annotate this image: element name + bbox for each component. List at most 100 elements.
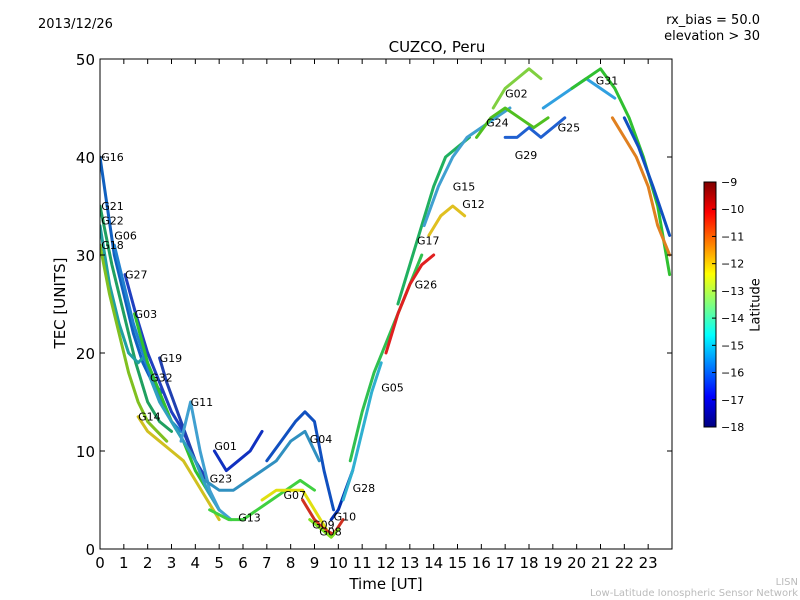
- series-line-g12: [427, 204, 467, 237]
- x-tick-label: 3: [167, 554, 177, 572]
- series-line-g08: [308, 518, 340, 539]
- series-label-g07: G07: [284, 489, 307, 502]
- x-tick-label: 4: [191, 554, 201, 572]
- x-tick-label: 6: [238, 554, 248, 572]
- x-tick-label: 17: [496, 554, 515, 572]
- series-label-g19: G19: [160, 352, 183, 365]
- series-line-g14: [136, 415, 221, 522]
- series-label-g22: G22: [101, 215, 124, 228]
- series-line-g32: [148, 376, 221, 512]
- y-tick-label: 30: [76, 247, 95, 265]
- x-tick-label: 0: [95, 554, 105, 572]
- series-label-g14: G14: [138, 411, 161, 424]
- chart-date: 2013/12/26: [38, 17, 113, 32]
- credit-long: Low-Latitude Ionospheric Sensor Network: [590, 588, 798, 599]
- series-label-g25: G25: [558, 122, 581, 135]
- series-line-g26: [384, 253, 436, 355]
- series-label-g15: G15: [453, 180, 476, 193]
- series-line-g01: [212, 429, 264, 473]
- series-label-g01: G01: [214, 440, 237, 453]
- series-label-g17: G17: [417, 234, 440, 247]
- colorbar-tick-label: −10: [721, 203, 744, 216]
- x-tick-label: 22: [615, 554, 634, 572]
- y-tick-label: 20: [76, 345, 95, 363]
- series-line-g24: [475, 106, 550, 139]
- x-tick-label: 9: [310, 554, 320, 572]
- series-label-g29: G29: [515, 149, 538, 162]
- series-label-g27: G27: [125, 269, 148, 282]
- series-label-g12: G12: [462, 198, 485, 211]
- x-tick-label: 7: [262, 554, 272, 572]
- colorbar-tick-label: −15: [721, 339, 744, 352]
- series-label-g06: G06: [114, 229, 137, 242]
- series-line-g29: [503, 116, 567, 139]
- series-label-g08: G08: [319, 525, 342, 538]
- x-tick-label: 1: [119, 554, 129, 572]
- chart-title: CUZCO, Peru: [388, 38, 486, 56]
- series-line-g07: [260, 488, 328, 531]
- plot-area-frame: [99, 58, 673, 550]
- x-tick-label: 20: [567, 554, 586, 572]
- series-label-g13: G13: [238, 512, 261, 525]
- x-tick-label: 21: [591, 554, 610, 572]
- series-label-g21: G21: [101, 200, 124, 213]
- series-label-g02: G02: [505, 87, 528, 100]
- colorbar-tick-label: −16: [721, 367, 744, 380]
- series-line-g17: [396, 135, 471, 306]
- series-line-g13: [208, 478, 316, 522]
- series-line-unlabeled-31: [622, 116, 672, 237]
- series-label-g24: G24: [486, 117, 509, 130]
- series-line-unlabeled-30: [610, 116, 672, 257]
- series-label-g18: G18: [101, 239, 124, 252]
- series-line-g22: [100, 224, 150, 365]
- y-tick-label: 0: [85, 541, 95, 559]
- colorbar-tick-label: −11: [721, 230, 744, 243]
- series-line-g15: [422, 106, 512, 228]
- series-line-g11: [179, 400, 233, 522]
- series-label-g09: G09: [312, 519, 335, 532]
- series-line-g31: [570, 67, 672, 277]
- colorbar-tick-label: −17: [721, 394, 744, 407]
- x-tick-label: 10: [329, 554, 348, 572]
- series-line-g04: [265, 410, 336, 512]
- colorbar-tick-label: −18: [721, 421, 744, 434]
- series-line-g05: [348, 253, 424, 463]
- series-label-g11: G11: [191, 396, 214, 409]
- series-label-g32: G32: [150, 372, 173, 385]
- y-tick-label: 40: [76, 149, 95, 167]
- x-tick-label: 23: [639, 554, 658, 572]
- series-label-g23: G23: [210, 472, 233, 485]
- chart-parameters: rx_bias = 50.0 elevation > 30: [664, 13, 760, 45]
- colorbar: [703, 181, 717, 428]
- series-line-g28: [341, 361, 383, 502]
- series-label-g26: G26: [415, 278, 438, 291]
- x-tick-label: 12: [376, 554, 395, 572]
- elevation-label: elevation > 30: [664, 29, 760, 44]
- series-label-g04: G04: [310, 433, 333, 446]
- series-label-g16: G16: [101, 151, 124, 164]
- y-tick-label: 10: [76, 443, 95, 461]
- x-tick-label: 13: [400, 554, 419, 572]
- series-label-g31: G31: [596, 75, 619, 88]
- x-tick-label: 19: [543, 554, 562, 572]
- x-tick-label: 16: [472, 554, 491, 572]
- x-tick-label: 11: [353, 554, 372, 572]
- colorbar-tick-label: −12: [721, 258, 744, 271]
- x-tick-label: 15: [448, 554, 467, 572]
- series-label-g10: G10: [334, 511, 357, 524]
- y-tick-label: 50: [76, 51, 95, 69]
- series-line-g21: [100, 204, 173, 433]
- x-tick-label: 18: [519, 554, 538, 572]
- x-tick-label: 8: [286, 554, 296, 572]
- series-line-g23: [203, 429, 321, 492]
- x-tick-label: 14: [424, 554, 443, 572]
- series-label-g05: G05: [381, 381, 404, 394]
- colorbar-tick-label: −13: [721, 285, 744, 298]
- series-line-g02: [491, 67, 543, 110]
- series-label-g03: G03: [135, 308, 158, 321]
- series-line-g18: [100, 243, 169, 443]
- rx-bias-label: rx_bias = 50.0: [666, 13, 760, 28]
- colorbar-tick-label: −14: [721, 312, 744, 325]
- series-label-g28: G28: [353, 482, 376, 495]
